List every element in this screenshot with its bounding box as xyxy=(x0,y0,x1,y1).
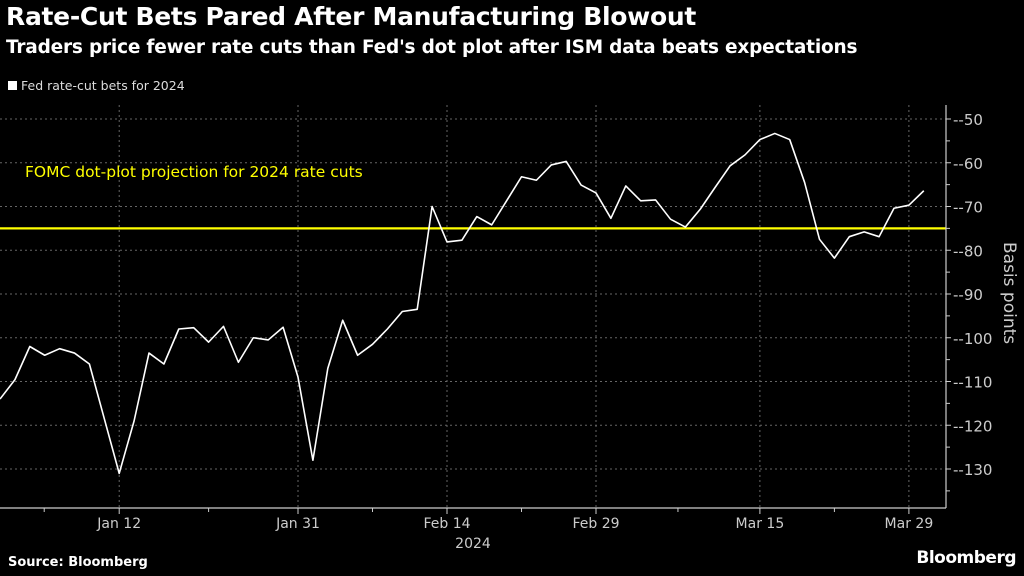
reference-line-label: FOMC dot-plot projection for 2024 rate c… xyxy=(25,163,363,181)
bloomberg-logo: Bloomberg xyxy=(916,548,1016,568)
legend-label: Fed rate-cut bets for 2024 xyxy=(21,78,185,93)
y-axis-label: Basis points xyxy=(999,242,1019,344)
x-tick-label: Feb 29 xyxy=(572,516,619,532)
chart-subtitle: Traders price fewer rate cuts than Fed's… xyxy=(6,37,858,58)
y-tick-label: --70 xyxy=(953,199,983,217)
source-note: Source: Bloomberg xyxy=(8,555,148,570)
x-tick-label: Jan 12 xyxy=(96,516,141,532)
chart-title: Rate-Cut Bets Pared After Manufacturing … xyxy=(6,2,696,31)
y-tick-label: --120 xyxy=(953,417,992,435)
x-tick-label: Feb 14 xyxy=(423,516,470,532)
y-tick-label: --50 xyxy=(953,111,983,129)
x-tick-label: Jan 31 xyxy=(275,516,320,532)
y-tick-label: --100 xyxy=(953,330,992,348)
y-tick-label: --110 xyxy=(953,374,992,392)
x-axis-year-label: 2024 xyxy=(455,536,491,552)
x-tick-label: Mar 15 xyxy=(736,516,785,532)
y-tick-label: --60 xyxy=(953,155,983,173)
x-tick-label: Mar 29 xyxy=(885,516,934,532)
y-tick-label: --90 xyxy=(953,286,983,304)
series-line xyxy=(0,132,925,475)
y-tick-label: --80 xyxy=(953,242,983,260)
legend: Fed rate-cut bets for 2024 xyxy=(8,78,185,93)
y-tick-label: --130 xyxy=(953,461,992,479)
legend-swatch xyxy=(8,81,17,90)
